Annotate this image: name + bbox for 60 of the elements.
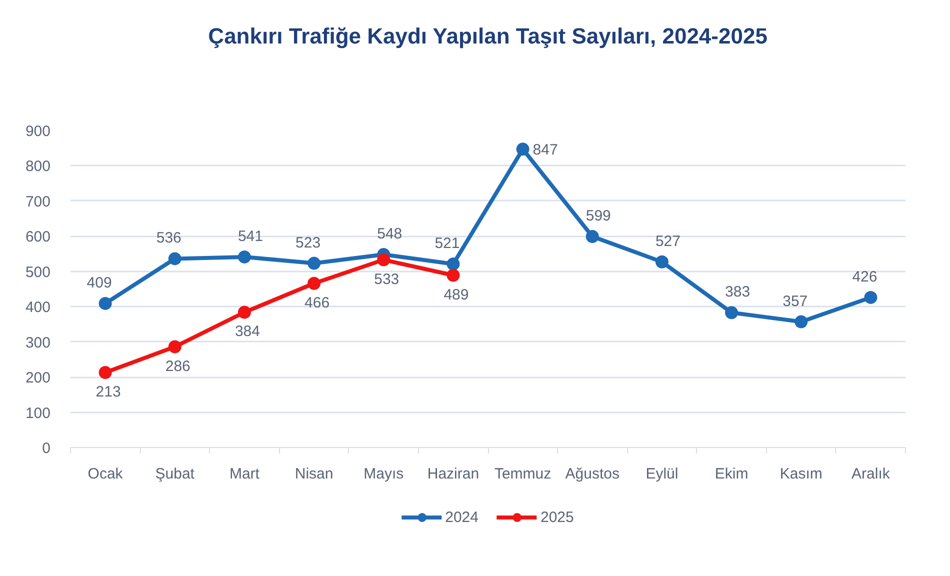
y-tick-label: 400 [25,299,51,316]
point [794,315,808,328]
data-label: 533 [374,270,400,288]
data-label: 383 [725,284,750,301]
y-tick-label: 300 [25,334,51,352]
point [655,255,668,268]
y-tick-label: 200 [25,370,51,387]
y-tick-label: 900 [25,123,51,140]
y-tick-label: 600 [25,228,51,246]
point [238,250,251,264]
x-tick-label: Şubat [155,466,196,482]
point [168,340,182,354]
x-tick-label: Eylül [646,466,678,482]
x-tick-label: Kasım [780,466,822,482]
data-label: 536 [156,230,182,247]
y-tick-label: 800 [25,158,51,176]
data-label: 286 [165,358,190,375]
data-label: 213 [96,383,121,400]
point [98,366,112,379]
y-tick-label: 700 [25,193,51,210]
data-label: 527 [655,232,680,250]
data-label: 489 [444,286,469,304]
x-tick-label: Ekim [714,466,748,482]
point [308,276,321,290]
point [446,258,460,270]
data-label: 384 [234,323,260,340]
data-label: 847 [532,142,558,159]
data-label: 523 [296,234,321,252]
y-tick-label: 500 [25,264,51,281]
data-label: 409 [86,274,112,292]
y-tick-label: 100 [25,404,51,422]
x-tick-label: Ocak [88,466,124,482]
x-tick-label: Mayıs [364,466,404,482]
x-tick-label: Aralık [852,466,890,482]
data-label: 426 [852,268,878,286]
point [168,252,182,266]
data-label: 521 [434,234,460,252]
x-tick-label: Nisan [294,466,334,482]
x-tick-label: Ağustos [565,466,620,482]
data-label: 548 [377,225,402,242]
point [725,306,738,320]
data-label: 357 [782,292,808,310]
point [238,306,251,319]
legend-label: 2024 [445,508,478,526]
y-tick-label: 0 [42,440,50,457]
point [446,268,460,282]
point [864,290,878,304]
legend-label: 2025 [540,508,574,526]
point [516,142,530,156]
data-label: 599 [586,208,611,225]
chart-title: Çankırı Trafiğe Kaydı Yapılan Taşıt Sayıları, 2024-2025 [208,24,768,48]
data-label: 466 [304,294,330,312]
point [308,256,321,270]
x-tick-label: Temmuz [494,466,552,482]
point [377,253,390,266]
x-tick-label: Mart [229,466,260,482]
point [586,230,599,244]
point [98,296,112,310]
data-label: 541 [238,228,263,245]
x-tick-label: Haziran [427,466,480,482]
